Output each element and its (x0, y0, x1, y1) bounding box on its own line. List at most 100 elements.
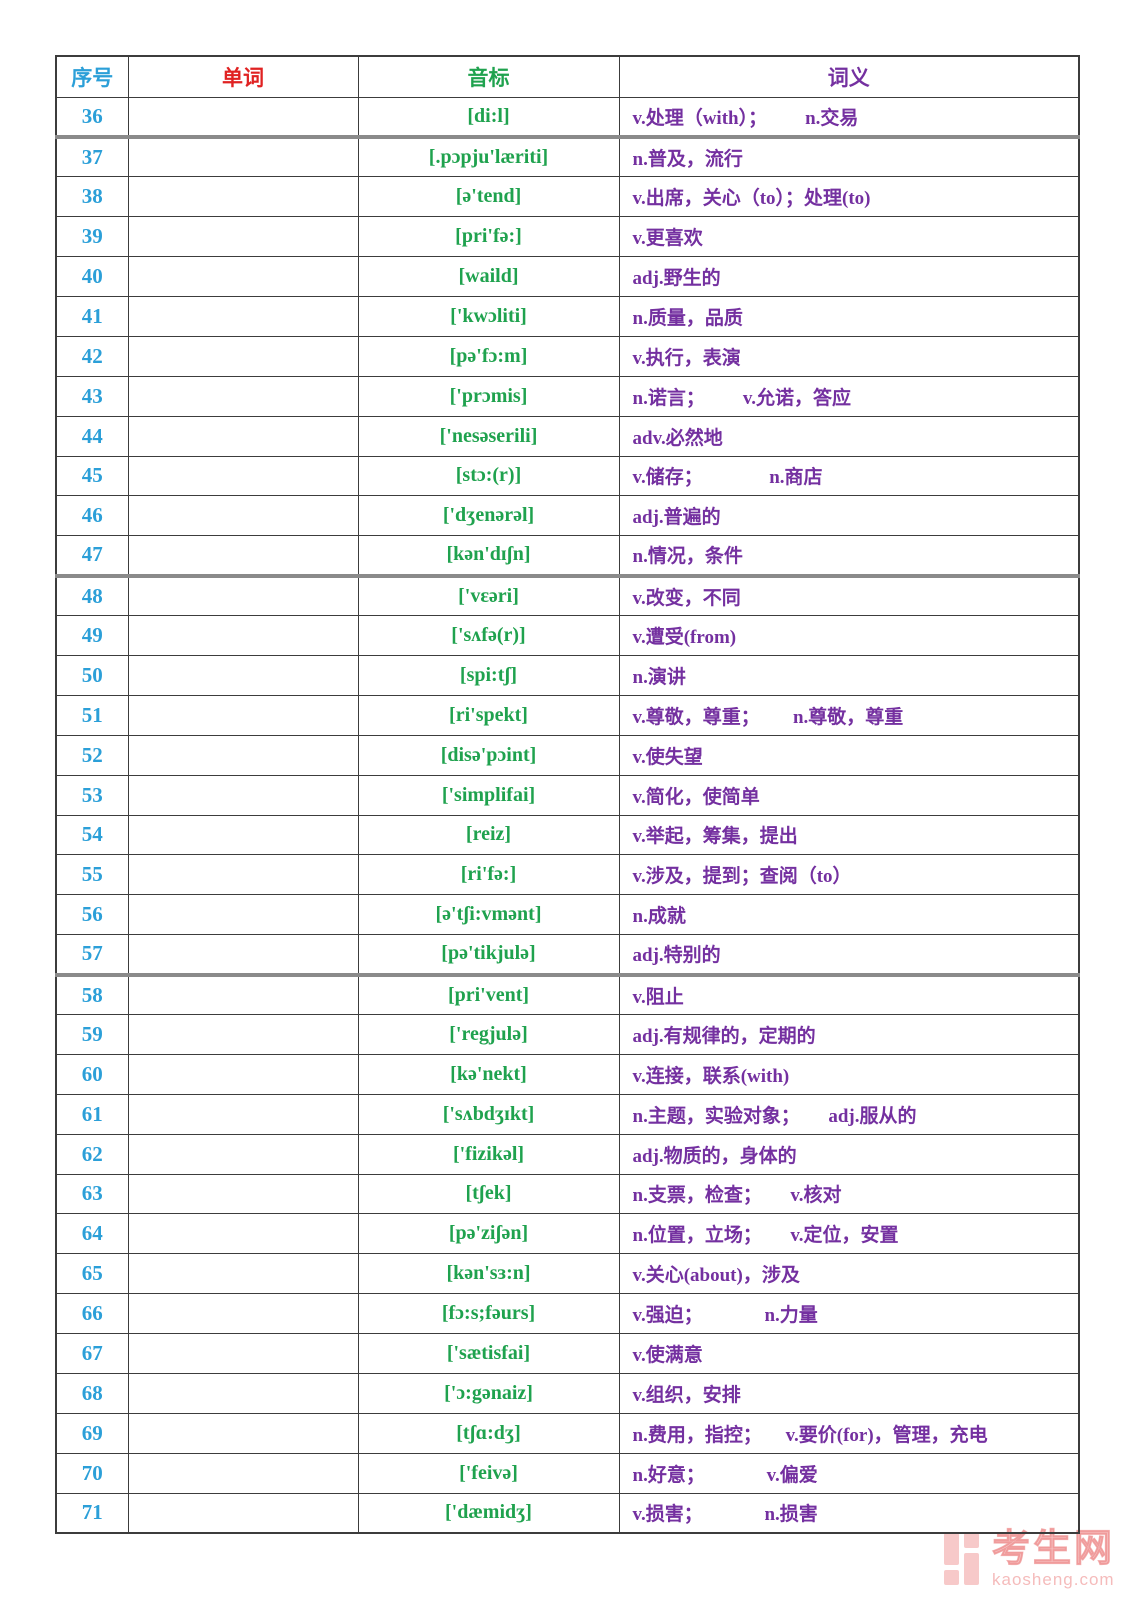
phonetic-cell: [.pɔpju'læriti] (357, 134, 620, 178)
table-row: 61 ['sʌbdʒɪkt] n.主题，实验对象； adj.服从的 (55, 1093, 1080, 1135)
phonetic-cell: ['sʌfə(r)] (357, 615, 620, 656)
meaning-cell: adj.有规律的，定期的 (618, 1013, 1080, 1055)
row-number-cell: 51 (55, 694, 129, 736)
table-row: 40 [waild] adj.野生的 (55, 256, 1080, 297)
phonetic-cell: [ə'tend] (357, 176, 620, 218)
word-cell (127, 216, 359, 258)
phonetic-cell: [ri'spekt] (357, 694, 620, 736)
word-cell (127, 1412, 359, 1454)
word-cell (127, 495, 359, 537)
meaning-cell: v.出席，关心（to）；处理(to) (618, 176, 1080, 218)
table-row: 55 [ri'fə:] v.涉及，提到；查阅（to） (55, 854, 1080, 896)
vocabulary-table: 序号 单词 音标 词义 36 [di:l] v.处理（with）； n.交易 37 [.… (55, 55, 1080, 1535)
phonetic-cell: ['nesəserili] (357, 415, 620, 457)
phonetic-cell: ['dæmidʒ] (357, 1492, 620, 1534)
phonetic-cell: ['feivə] (357, 1452, 620, 1494)
phonetic-cell: ['kwɔliti] (357, 295, 620, 337)
table-row: 52 [disə'pɔint] v.使失望 (55, 734, 1080, 776)
meaning-cell: v.使失望 (618, 734, 1080, 776)
meaning-cell: v.涉及，提到；查阅（to） (618, 854, 1080, 896)
phonetic-cell: ['dʒenərəl] (357, 495, 620, 537)
table-row: 62 ['fizikəl] adj.物质的，身体的 (55, 1133, 1080, 1175)
row-number-cell: 38 (55, 176, 129, 218)
phonetic-cell: ['sætisfai] (357, 1333, 620, 1374)
kaosheng-logo-icon (944, 1533, 982, 1585)
row-number-cell: 54 (55, 814, 129, 856)
header-phonetic: 音标 (357, 55, 620, 98)
word-cell (127, 814, 359, 856)
table-row: 53 ['simplifai] v.简化，使简单 (55, 774, 1080, 816)
table-row: 47 [kən'dɪʃn] n.情况，条件 (55, 535, 1080, 577)
row-number-cell: 69 (55, 1412, 129, 1454)
word-cell (127, 1293, 359, 1335)
meaning-cell: n.费用，指控； v.要价(for)，管理，充电 (618, 1412, 1080, 1454)
word-cell (127, 1253, 359, 1295)
meaning-cell: n.成就 (618, 894, 1080, 936)
row-number-cell: 66 (55, 1293, 129, 1335)
phonetic-cell: [di:l] (357, 96, 620, 138)
phonetic-cell: [kən'dɪʃn] (357, 535, 620, 577)
table-row: 36 [di:l] v.处理（with）； n.交易 (55, 96, 1080, 138)
table-row: 56 [ə'tʃi:vmənt] n.成就 (55, 894, 1080, 936)
phonetic-cell: [ə'tʃi:vmənt] (357, 894, 620, 936)
row-number-cell: 36 (55, 96, 129, 138)
word-cell (127, 694, 359, 736)
word-cell (127, 654, 359, 696)
meaning-cell: adj.普遍的 (618, 495, 1080, 537)
table-row: 60 [kə'nekt] v.连接，联系(with) (55, 1053, 1080, 1095)
row-number-cell: 65 (55, 1253, 129, 1295)
meaning-cell: n.主题，实验对象； adj.服从的 (618, 1093, 1080, 1135)
row-number-cell: 63 (55, 1173, 129, 1215)
meaning-cell: v.使满意 (618, 1333, 1080, 1374)
row-number-cell: 70 (55, 1452, 129, 1494)
table-row: 68 ['ɔ:gənaiz] v.组织，安排 (55, 1373, 1080, 1414)
row-number-cell: 41 (55, 295, 129, 337)
word-cell (127, 1373, 359, 1414)
table-row: 71 ['dæmidʒ] v.损害； n.损害 (55, 1492, 1080, 1534)
table-row: 66 [fɔ:s;fəurs] v.强迫； n.力量 (55, 1293, 1080, 1335)
word-cell (127, 573, 359, 617)
word-cell (127, 894, 359, 936)
word-cell (127, 1492, 359, 1534)
row-number-cell: 46 (55, 495, 129, 537)
word-cell (127, 535, 359, 577)
row-number-cell: 39 (55, 216, 129, 258)
phonetic-cell: [tʃek] (357, 1173, 620, 1215)
word-cell (127, 455, 359, 497)
phonetic-cell: [pri'fə:] (357, 216, 620, 258)
row-number-cell: 56 (55, 894, 129, 936)
word-cell (127, 1213, 359, 1255)
word-cell (127, 335, 359, 377)
meaning-cell: adv.必然地 (618, 415, 1080, 457)
meaning-cell: adj.野生的 (618, 256, 1080, 297)
table-row: 49 ['sʌfə(r)] v.遭受(from) (55, 615, 1080, 656)
header-word: 单词 (127, 55, 359, 98)
row-number-cell: 42 (55, 335, 129, 377)
table-row: 46 ['dʒenərəl] adj.普遍的 (55, 495, 1080, 537)
header-number: 序号 (55, 55, 129, 98)
meaning-cell: v.组织，安排 (618, 1373, 1080, 1414)
table-row: 67 ['sætisfai] v.使满意 (55, 1333, 1080, 1374)
row-number-cell: 50 (55, 654, 129, 696)
phonetic-cell: [stɔ:(r)] (357, 455, 620, 497)
phonetic-cell: [pri'vent] (357, 972, 620, 1015)
table-row: 51 [ri'spekt] v.尊敬，尊重； n.尊敬，尊重 (55, 694, 1080, 736)
word-cell (127, 972, 359, 1015)
word-cell (127, 1053, 359, 1095)
watermark-site-url: kaosheng.com (992, 1570, 1115, 1589)
row-number-cell: 40 (55, 256, 129, 297)
meaning-cell: v.尊敬，尊重； n.尊敬，尊重 (618, 694, 1080, 736)
row-number-cell: 44 (55, 415, 129, 457)
meaning-cell: v.处理（with）； n.交易 (618, 96, 1080, 138)
phonetic-cell: ['sʌbdʒɪkt] (357, 1093, 620, 1135)
meaning-cell: n.演讲 (618, 654, 1080, 696)
word-cell (127, 415, 359, 457)
table-row: 54 [reiz] v.举起，筹集，提出 (55, 814, 1080, 856)
table-row: 37 [.pɔpju'læriti] n.普及，流行 (55, 134, 1080, 178)
row-number-cell: 55 (55, 854, 129, 896)
phonetic-cell: ['prɔmis] (357, 375, 620, 417)
phonetic-cell: ['regjulə] (357, 1013, 620, 1055)
row-number-cell: 49 (55, 615, 129, 656)
phonetic-cell: [kən'sɜ:n] (357, 1253, 620, 1295)
word-cell (127, 734, 359, 776)
